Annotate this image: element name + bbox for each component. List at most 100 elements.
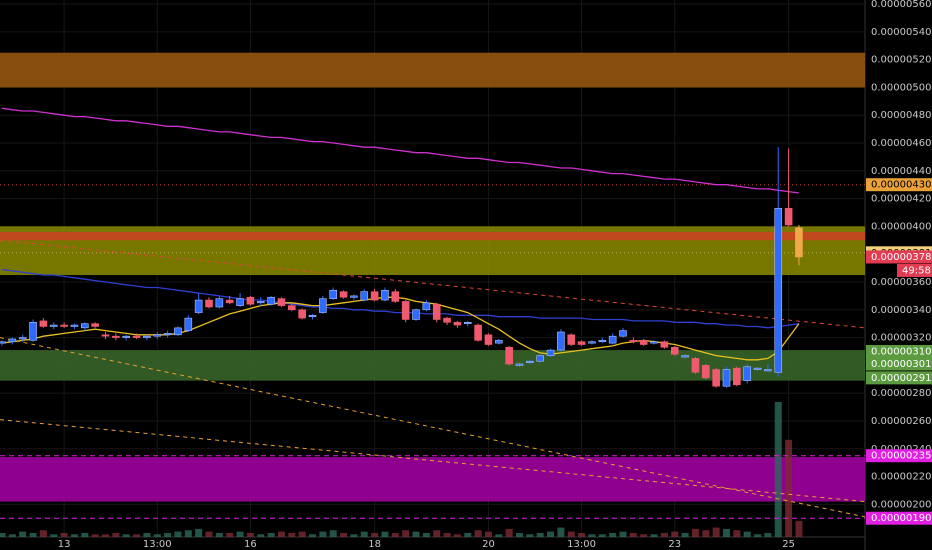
price-label: 0.00000310 (871, 346, 931, 357)
candle-body (608, 335, 617, 344)
candle-body (774, 208, 783, 373)
candle-body (795, 227, 803, 258)
volume-bar (288, 532, 296, 537)
candle-body (350, 295, 358, 298)
candle-body (153, 334, 162, 337)
volume-bar (712, 527, 720, 537)
volume-bar (495, 534, 503, 537)
candle-body (784, 208, 793, 226)
candle-body (546, 349, 555, 356)
candle-body (70, 324, 79, 327)
y-tick-label: 0.00000400 (871, 221, 931, 232)
candle-body (8, 338, 17, 343)
candle-body (319, 298, 327, 313)
volume-bar (536, 532, 544, 537)
price-label-box (866, 178, 932, 192)
candle-body (370, 291, 379, 301)
price-label-box (866, 449, 932, 463)
candle-body (81, 323, 89, 329)
candle-body (401, 301, 410, 320)
volume-bar (246, 532, 254, 537)
y-tick-label: 0.00000360 (871, 277, 931, 288)
volume-bar (277, 531, 285, 537)
volume-bar (226, 532, 234, 537)
candle-body (515, 363, 524, 366)
volume-bar (195, 528, 203, 537)
candle-body (660, 341, 669, 348)
candle-body (443, 317, 451, 323)
candle-body (432, 303, 441, 320)
candle-body (484, 334, 493, 345)
candle-body (215, 298, 224, 308)
candle-body (577, 341, 586, 345)
candle-body (60, 324, 68, 327)
y-tick-label: 0.00000260 (871, 416, 931, 427)
volume-bar (236, 531, 244, 537)
candle-body (536, 355, 545, 362)
x-tick-label: 13:00 (143, 539, 172, 550)
volume-bar (629, 532, 637, 537)
y-tick-label: 0.00000320 (871, 333, 931, 344)
volume-bar (795, 520, 803, 537)
candle-body (112, 335, 120, 338)
candle-body (764, 369, 772, 372)
volume-bar (547, 531, 555, 537)
y-tick-label: 0.00000460 (871, 138, 931, 149)
candle-body (588, 341, 596, 344)
volume-bar (578, 532, 586, 537)
volume-bar (681, 532, 689, 537)
volume-bar (19, 531, 27, 537)
candle-body (0, 341, 6, 344)
zone (0, 457, 865, 502)
zone (0, 52, 865, 88)
volume-bar (785, 439, 793, 537)
candle-body (256, 301, 265, 304)
candle-body (412, 309, 420, 320)
candle-body (132, 335, 141, 338)
y-tick-label: 0.00000280 (871, 388, 931, 399)
candle-body (670, 346, 679, 355)
candle-body (712, 369, 720, 387)
candle-body (567, 334, 576, 345)
candle-body (18, 337, 27, 340)
price-label-box (866, 371, 932, 385)
volume-bar (609, 532, 617, 537)
price-label: 0.00000291 (871, 373, 931, 384)
candle-body (422, 302, 431, 311)
volume-bar (257, 534, 265, 537)
candle-body (360, 291, 369, 301)
candle-body (194, 299, 203, 313)
volume-bar (309, 534, 316, 537)
volume-bar (267, 532, 275, 537)
volume-bar (91, 534, 99, 537)
volume-bar (774, 402, 782, 537)
volume-bar (598, 534, 606, 537)
candle-body (184, 317, 193, 331)
volume-bar (350, 534, 358, 537)
candle-body (639, 340, 648, 345)
price-label-box (866, 357, 932, 371)
zone (0, 231, 865, 241)
volume-bar (112, 532, 120, 537)
x-tick-label: 13:00 (567, 539, 596, 550)
volume-bar (691, 528, 699, 537)
candle-body (329, 290, 338, 299)
candle-body (174, 327, 182, 336)
volume-bar (640, 534, 648, 537)
volume-bar (360, 531, 368, 537)
y-tick-label: 0.00000560 (871, 0, 931, 10)
y-tick-label: 0.00000540 (871, 27, 931, 38)
candle-body (101, 334, 110, 337)
moving-average (1, 107, 799, 194)
candle-body (701, 365, 710, 379)
price-label: 0.00000378 (871, 252, 931, 263)
trend-line (0, 239, 866, 329)
y-tick-label: 0.00000340 (871, 305, 931, 316)
volume-bar (526, 534, 534, 537)
candle-body (205, 299, 213, 308)
volume-bar (39, 530, 47, 537)
candle-body (122, 335, 130, 338)
volume-bar (50, 534, 58, 537)
candle-body (339, 291, 348, 298)
price-label-box (866, 511, 932, 525)
